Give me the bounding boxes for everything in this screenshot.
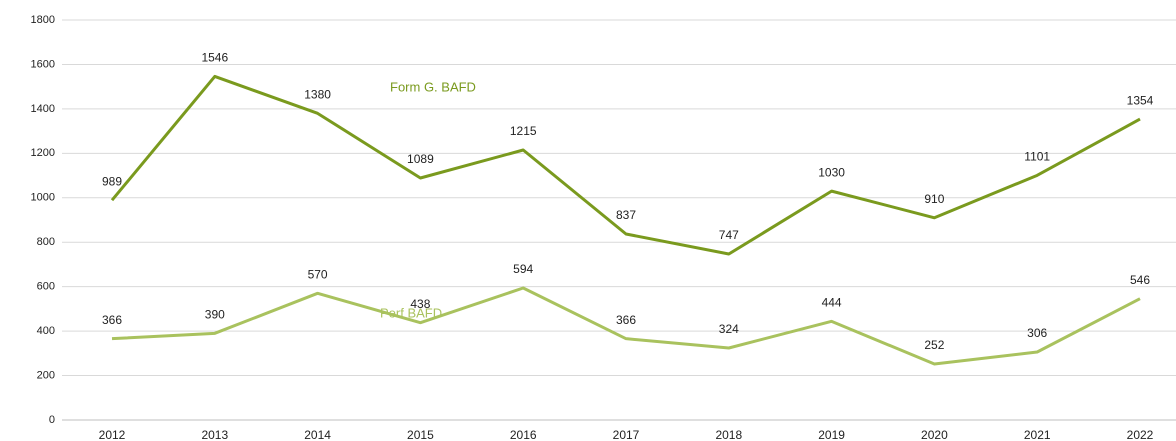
data-label: 837 [616,208,636,222]
y-tick-label: 1200 [31,147,55,159]
data-label: 1101 [1024,150,1050,164]
data-label: 747 [719,228,739,242]
x-tick-label: 2012 [99,428,126,441]
data-label: 1089 [407,152,434,166]
y-tick-label: 1800 [31,14,55,26]
series-label: Form G. BAFD [390,79,476,94]
x-tick-label: 2014 [304,428,331,441]
y-tick-label: 1000 [31,192,55,204]
data-label: 989 [102,174,122,188]
y-tick-label: 400 [37,325,55,337]
data-label: 594 [513,262,533,276]
data-label: 1380 [304,88,331,102]
x-tick-label: 2018 [715,428,742,441]
y-tick-label: 0 [49,414,55,426]
data-label: 366 [616,313,636,327]
data-label: 1030 [818,165,845,179]
x-tick-label: 2015 [407,428,434,441]
data-label: 1546 [201,51,228,65]
x-tick-label: 2019 [818,428,845,441]
y-tick-label: 800 [37,236,55,248]
data-label: 438 [410,297,430,311]
y-tick-label: 1600 [31,58,55,70]
y-tick-label: 1400 [31,103,55,115]
data-label: 324 [719,322,739,336]
y-tick-label: 200 [37,369,55,381]
data-label: 306 [1027,326,1047,340]
x-tick-label: 2013 [201,428,228,441]
data-label: 366 [102,313,122,327]
data-label: 1354 [1127,93,1154,107]
data-label: 910 [924,192,944,206]
x-tick-label: 2021 [1024,428,1051,441]
data-label: 1215 [510,124,537,138]
series-line [110,74,1141,256]
data-label: 444 [822,296,842,310]
x-tick-label: 2017 [613,428,640,441]
x-tick-label: 2016 [510,428,537,441]
data-label: 390 [205,308,225,322]
x-tick-label: 2022 [1127,428,1154,441]
x-tick-label: 2020 [921,428,948,441]
data-label: 252 [924,338,944,352]
y-tick-label: 600 [37,281,55,293]
data-label: 546 [1130,273,1150,287]
data-label: 570 [308,268,328,282]
series-line [111,286,1141,366]
